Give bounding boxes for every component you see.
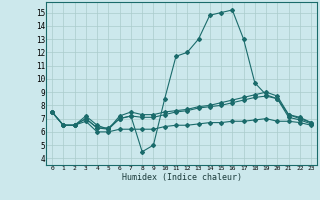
X-axis label: Humidex (Indice chaleur): Humidex (Indice chaleur) <box>122 173 242 182</box>
